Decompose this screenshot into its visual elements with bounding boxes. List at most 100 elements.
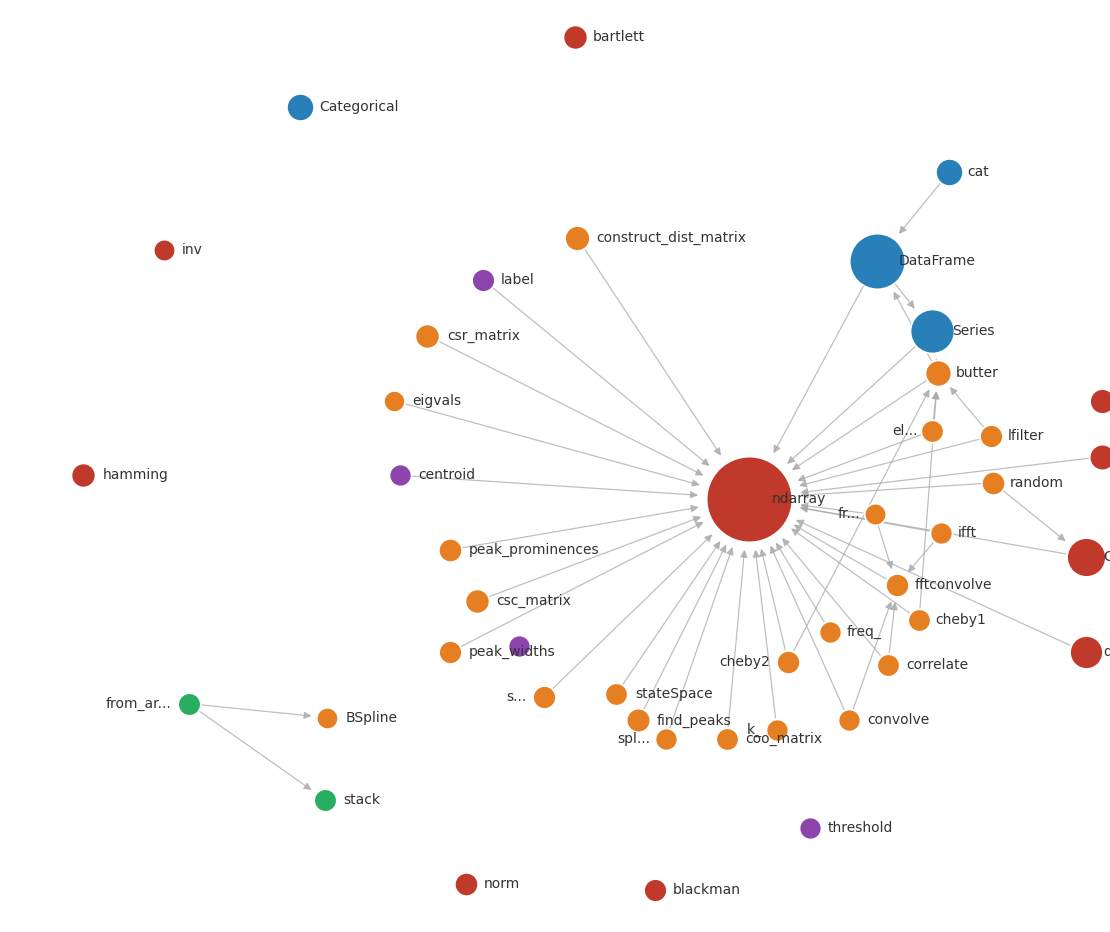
Text: k_: k_ — [746, 722, 761, 737]
Point — [821, 624, 839, 639]
Point — [1093, 393, 1110, 408]
Point — [779, 654, 797, 669]
FancyArrowPatch shape — [793, 529, 909, 612]
Text: DataFrame: DataFrame — [899, 254, 976, 268]
FancyArrowPatch shape — [951, 388, 983, 427]
Text: butter: butter — [956, 365, 999, 380]
Text: random: random — [1010, 475, 1064, 490]
Point — [982, 429, 1000, 444]
FancyArrowPatch shape — [795, 526, 886, 579]
Point — [474, 272, 492, 287]
Text: hamming: hamming — [103, 468, 169, 483]
FancyArrowPatch shape — [935, 359, 940, 367]
Point — [291, 100, 309, 115]
FancyArrowPatch shape — [623, 542, 719, 684]
FancyArrowPatch shape — [644, 546, 726, 709]
FancyArrowPatch shape — [462, 505, 697, 548]
Text: cat: cat — [967, 165, 989, 180]
FancyArrowPatch shape — [854, 602, 891, 709]
Point — [840, 713, 858, 728]
Point — [718, 732, 736, 747]
FancyArrowPatch shape — [794, 391, 929, 651]
Text: centroid: centroid — [418, 468, 475, 483]
FancyArrowPatch shape — [760, 550, 785, 650]
FancyArrowPatch shape — [438, 341, 703, 474]
FancyArrowPatch shape — [909, 542, 934, 571]
Point — [418, 328, 436, 343]
FancyArrowPatch shape — [783, 539, 880, 655]
FancyArrowPatch shape — [900, 184, 940, 233]
Point — [910, 612, 928, 627]
Text: coo_matrix: coo_matrix — [745, 732, 821, 747]
FancyArrowPatch shape — [797, 520, 1070, 645]
Point — [932, 526, 950, 541]
FancyArrowPatch shape — [728, 551, 747, 727]
Text: BSpline: BSpline — [345, 710, 397, 725]
Text: norm: norm — [484, 876, 521, 891]
Text: el...: el... — [892, 423, 918, 438]
FancyArrowPatch shape — [895, 293, 931, 361]
Point — [940, 165, 958, 180]
FancyArrowPatch shape — [801, 459, 1089, 495]
Point — [385, 393, 403, 408]
Point — [155, 242, 173, 257]
Point — [657, 732, 675, 747]
Point — [319, 710, 336, 725]
Text: spl...: spl... — [617, 732, 650, 747]
FancyArrowPatch shape — [490, 516, 700, 596]
FancyArrowPatch shape — [798, 435, 921, 481]
FancyArrowPatch shape — [801, 506, 929, 531]
Point — [1093, 449, 1110, 464]
Text: ndarray: ndarray — [771, 491, 826, 506]
FancyArrowPatch shape — [801, 503, 864, 513]
Point — [457, 876, 475, 891]
FancyArrowPatch shape — [754, 551, 776, 718]
FancyArrowPatch shape — [412, 476, 697, 498]
Text: convolve: convolve — [867, 713, 929, 728]
Point — [391, 468, 408, 483]
FancyArrowPatch shape — [670, 548, 733, 728]
Point — [316, 792, 334, 807]
FancyArrowPatch shape — [801, 484, 981, 498]
Point — [180, 696, 198, 711]
Point — [888, 578, 906, 593]
FancyArrowPatch shape — [405, 404, 698, 486]
Text: freq_: freq_ — [847, 624, 881, 639]
Text: peak_widths: peak_widths — [468, 645, 555, 660]
Point — [535, 690, 553, 705]
FancyArrowPatch shape — [800, 439, 979, 487]
Point — [1077, 550, 1094, 565]
FancyArrowPatch shape — [777, 543, 824, 622]
Point — [1077, 645, 1094, 660]
Text: fr...: fr... — [838, 507, 860, 522]
Point — [646, 883, 664, 898]
Point — [441, 645, 458, 660]
Text: construct_dist_matrix: construct_dist_matrix — [596, 230, 746, 245]
FancyArrowPatch shape — [199, 711, 311, 789]
Point — [868, 254, 886, 268]
FancyArrowPatch shape — [878, 526, 892, 568]
Text: threshold: threshold — [828, 820, 894, 835]
Text: inv: inv — [182, 242, 203, 257]
FancyArrowPatch shape — [553, 535, 712, 689]
Point — [924, 423, 941, 438]
FancyArrowPatch shape — [920, 392, 939, 608]
Text: csc_matrix: csc_matrix — [496, 594, 571, 609]
Text: ifft: ifft — [958, 526, 977, 541]
Text: cheby2: cheby2 — [719, 654, 770, 669]
Point — [468, 594, 486, 609]
Text: peak_prominences: peak_prominences — [468, 542, 599, 557]
Point — [985, 475, 1002, 490]
Point — [566, 30, 584, 45]
Point — [629, 713, 647, 728]
Text: fftconvolve: fftconvolve — [915, 578, 992, 593]
Point — [441, 542, 458, 557]
FancyArrowPatch shape — [770, 547, 845, 709]
Point — [607, 687, 625, 702]
FancyArrowPatch shape — [889, 603, 897, 652]
FancyArrowPatch shape — [801, 506, 1066, 554]
Text: correlate: correlate — [906, 657, 968, 672]
FancyArrowPatch shape — [461, 523, 703, 647]
FancyArrowPatch shape — [493, 287, 708, 465]
Text: stateSpace: stateSpace — [635, 687, 713, 702]
